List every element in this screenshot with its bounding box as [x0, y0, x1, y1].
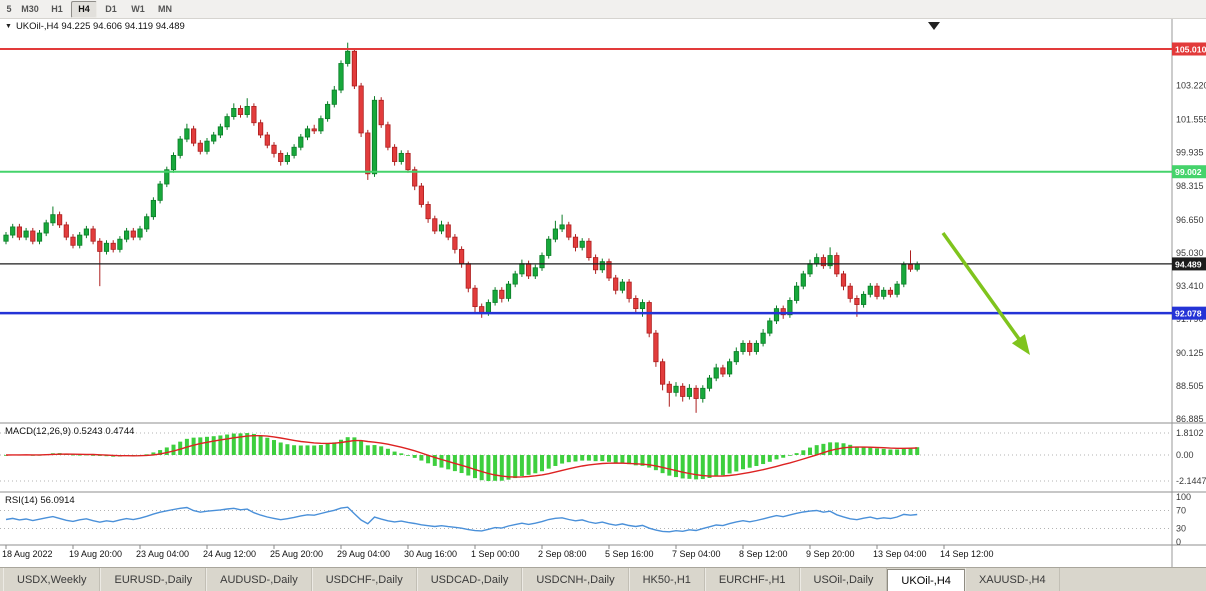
symbol-tab-usdx-weekly[interactable]: USDX,Weekly — [3, 568, 101, 591]
svg-text:30: 30 — [1176, 524, 1186, 534]
timeframe-button-d1[interactable]: D1 — [105, 4, 117, 14]
price-axis-ticks: 103.220 101.555 99.935 98.315 96.650 95.030 93… — [1176, 81, 1206, 425]
svg-text:9 Sep 20:00: 9 Sep 20:00 — [806, 549, 855, 559]
timeframe-button-h4[interactable]: H4 — [71, 0, 97, 18]
svg-text:98.315: 98.315 — [1176, 181, 1204, 191]
svg-text:95.030: 95.030 — [1176, 248, 1204, 258]
chart-header: ▼ UKOil-,H4 94.225 94.606 94.119 94.489 — [5, 21, 185, 32]
svg-text:5 Sep 16:00: 5 Sep 16:00 — [605, 549, 654, 559]
symbol-tab-bar: USDX,Weekly EURUSD-,Daily AUDUSD-,Daily USD… — [0, 567, 1206, 591]
chart-area[interactable]: 103.220 101.555 99.935 98.315 96.650 95.030 93… — [0, 18, 1206, 568]
horizontal-level-lines — [0, 47, 1172, 315]
svg-text:96.650: 96.650 — [1176, 215, 1204, 225]
svg-text:92.078: 92.078 — [1175, 309, 1202, 319]
svg-text:105.010: 105.010 — [1175, 44, 1206, 54]
rsi-indicator-label: RSI(14) 56.0914 — [5, 495, 75, 506]
macd-grid: 1.8102 0.00 -2.1447 — [0, 428, 1206, 486]
svg-text:90.125: 90.125 — [1176, 348, 1204, 358]
timeframe-button-5[interactable]: 5 — [6, 4, 12, 14]
svg-text:103.220: 103.220 — [1176, 81, 1206, 91]
symbol-tab-usdchf-daily[interactable]: USDCHF-,Daily — [311, 568, 417, 591]
svg-text:25 Aug 20:00: 25 Aug 20:00 — [270, 549, 323, 559]
svg-text:99.935: 99.935 — [1176, 148, 1204, 158]
svg-text:18 Aug 2022: 18 Aug 2022 — [2, 549, 53, 559]
symbol-tab-usoil-daily[interactable]: USOil-,Daily — [799, 568, 888, 591]
symbol-dropdown-icon[interactable]: ▼ — [5, 23, 12, 30]
svg-text:93.410: 93.410 — [1176, 281, 1204, 291]
symbol-tab-usdcad-daily[interactable]: USDCAD-,Daily — [416, 568, 523, 591]
timeframe-button-w1[interactable]: W1 — [131, 4, 145, 14]
symbol-tab-hk50-h1[interactable]: HK50-,H1 — [628, 568, 705, 591]
symbol-tab-xauusd-h4[interactable]: XAUUSD-,H4 — [964, 568, 1060, 591]
timeframe-button-mn[interactable]: MN — [158, 4, 172, 14]
svg-text:94.489: 94.489 — [1175, 259, 1202, 269]
svg-text:14 Sep 12:00: 14 Sep 12:00 — [940, 549, 994, 559]
svg-text:0.00: 0.00 — [1176, 450, 1194, 460]
symbol-tab-eurchf-h1[interactable]: EURCHF-,H1 — [704, 568, 800, 591]
support-line-green-flag — [1172, 165, 1206, 179]
symbol-tab-usdcnh-daily[interactable]: USDCNH-,Daily — [522, 568, 629, 591]
chart-shift-marker-icon[interactable] — [928, 22, 940, 30]
symbol-tab-eurusd-daily[interactable]: EURUSD-,Daily — [100, 568, 207, 591]
svg-text:23 Aug 04:00: 23 Aug 04:00 — [136, 549, 189, 559]
svg-text:30 Aug 16:00: 30 Aug 16:00 — [404, 549, 457, 559]
svg-text:88.505: 88.505 — [1176, 381, 1204, 391]
arrow-head-icon — [1011, 334, 1030, 355]
svg-text:13 Sep 04:00: 13 Sep 04:00 — [873, 549, 927, 559]
svg-text:70: 70 — [1176, 506, 1186, 516]
svg-text:101.555: 101.555 — [1176, 115, 1206, 125]
symbol-tab-audusd-daily[interactable]: AUDUSD-,Daily — [206, 568, 312, 591]
timeframe-toolbar: 5 M30 H1 H4 D1 W1 MN — [0, 0, 1206, 19]
macd-histogram — [4, 433, 920, 482]
svg-text:24 Aug 12:00: 24 Aug 12:00 — [203, 549, 256, 559]
chart-ohlc-header: UKOil-,H4 94.225 94.606 94.119 94.489 — [15, 21, 185, 32]
rsi-grid: 100 70 30 0 — [0, 492, 1191, 547]
svg-text:19 Aug 20:00: 19 Aug 20:00 — [69, 549, 122, 559]
svg-text:1 Sep 00:00: 1 Sep 00:00 — [471, 549, 520, 559]
svg-text:7 Sep 04:00: 7 Sep 04:00 — [672, 549, 721, 559]
rsi-line — [5, 506, 918, 533]
symbol-tab-ukoil-h4[interactable]: UKOil-,H4 — [887, 569, 965, 591]
svg-text:86.885: 86.885 — [1176, 414, 1204, 424]
timeframe-button-h1[interactable]: H1 — [51, 4, 63, 14]
svg-text:0: 0 — [1176, 537, 1181, 547]
svg-text:1.8102: 1.8102 — [1176, 428, 1204, 438]
trend-arrow-annotation[interactable] — [941, 231, 1030, 355]
svg-text:100: 100 — [1176, 492, 1191, 502]
svg-text:8 Sep 12:00: 8 Sep 12:00 — [739, 549, 788, 559]
svg-text:2 Sep 08:00: 2 Sep 08:00 — [538, 549, 587, 559]
current-price-line-flag — [1172, 257, 1206, 271]
candlestick-series — [3, 42, 920, 413]
macd-indicator-label: MACD(12,26,9) 0.5243 0.4744 — [5, 426, 135, 437]
price-axis-flags: 105.010 99.002 92.078 94.489 — [1172, 42, 1206, 320]
svg-text:99.002: 99.002 — [1175, 167, 1202, 177]
timeframe-button-m30[interactable]: M30 — [21, 4, 39, 14]
time-axis: 18 Aug 2022 19 Aug 20:00 23 Aug 04:00 24 Au… — [2, 545, 994, 559]
svg-text:-2.1447: -2.1447 — [1176, 476, 1206, 486]
svg-text:29 Aug 04:00: 29 Aug 04:00 — [337, 549, 390, 559]
macd-signal-line — [5, 435, 918, 478]
support-line-blue-flag — [1172, 306, 1206, 320]
resistance-line-red-flag — [1172, 42, 1206, 56]
